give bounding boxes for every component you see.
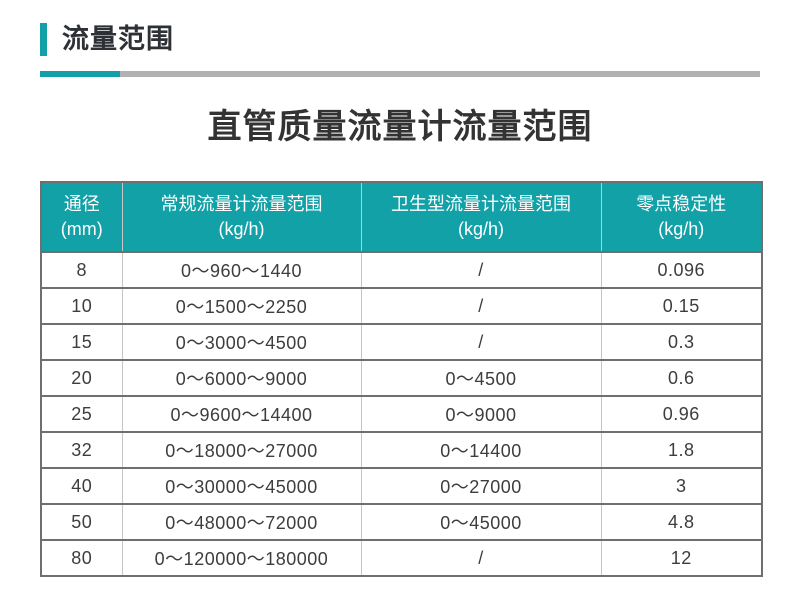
table-cell: 50	[40, 503, 123, 541]
table-cell: 32	[40, 431, 123, 469]
table-cell: 80	[40, 539, 123, 577]
table-cell: /	[360, 323, 602, 361]
table-cell: /	[360, 287, 602, 325]
table-header-row: 通径 (mm) 常规流量计流量范围 (kg/h) 卫生型流量计流量范围 (kg/h) 零点稳…	[40, 182, 763, 253]
table-cell: 0～9000	[360, 395, 602, 433]
flow-range-table: 通径 (mm) 常规流量计流量范围 (kg/h) 卫生型流量计流量范围 (kg/h) 零点稳…	[40, 181, 763, 577]
table-cell: 40	[40, 467, 123, 505]
table-cell: 0～9600～14400	[121, 395, 362, 433]
flow-table-body: 8 0～960～1440/0.096 10 0～1500～2250/0.15 15 0～3…	[40, 251, 763, 577]
table-cell: 0～1500～2250	[121, 287, 362, 325]
table-cell: 0.15	[600, 287, 763, 325]
table-cell: 20	[40, 359, 123, 397]
table-cell: 0～14400	[360, 431, 602, 469]
column-label: 零点稳定性	[636, 194, 727, 214]
accent-bar	[40, 22, 47, 56]
table-cell: 12	[600, 539, 763, 577]
table-cell: 0～27000	[360, 467, 602, 505]
divider	[40, 71, 760, 77]
table-cell: 0.096	[600, 251, 763, 289]
table-header-cell: 卫生型流量计流量范围 (kg/h)	[360, 182, 602, 253]
table-cell: 0～3000～4500	[121, 323, 362, 361]
column-unit: (mm)	[60, 219, 103, 239]
table-cell: 0～4500	[360, 359, 602, 397]
column-unit: (kg/h)	[658, 219, 705, 239]
table-cell: 0.96	[600, 395, 763, 433]
table-cell: 0.3	[600, 323, 763, 361]
divider-teal-segment	[40, 71, 120, 77]
page-title: 直管质量流量计流量范围	[207, 108, 593, 146]
table-row: 40 0～30000～45000 0～27000 3	[40, 467, 763, 505]
table-cell: 1.8	[600, 431, 763, 469]
table-row: 15 0～3000～4500/0.3	[40, 323, 763, 361]
divider-gray-segment	[120, 71, 760, 77]
section-header: 流量范围	[40, 22, 762, 56]
table-cell: 15	[40, 323, 123, 361]
column-unit: (kg/h)	[457, 219, 504, 239]
table-row: 8 0～960～1440/0.096	[40, 251, 763, 289]
table-row: 25 0～9600～14400 0～9000 0.96	[40, 395, 763, 433]
table-cell: 4.8	[600, 503, 763, 541]
section-title: 流量范围	[62, 23, 174, 54]
table-cell: 0～6000～9000	[121, 359, 362, 397]
table-header-cell: 零点稳定性 (kg/h)	[600, 182, 763, 253]
table-header-cell: 常规流量计流量范围 (kg/h)	[121, 182, 362, 253]
column-label: 卫生型流量计流量范围	[391, 194, 571, 214]
table-cell: /	[360, 539, 602, 577]
content-area: 流量范围 直管质量流量计流量范围 通径 (mm) 常规流量计流量范围 (kg/h) 卫生…	[40, 22, 763, 577]
table-cell: 8	[40, 251, 123, 289]
table-cell: 0～48000～72000	[121, 503, 362, 541]
column-label: 通径	[63, 194, 100, 214]
table-cell: 0～30000～45000	[121, 467, 362, 505]
table-cell: 10	[40, 287, 123, 325]
table-cell: 0～120000～180000	[121, 539, 362, 577]
table-cell: /	[360, 251, 602, 289]
table-cell: 0.6	[600, 359, 763, 397]
table-row: 80 0～120000～180000/12	[40, 539, 763, 577]
table-cell: 0～45000	[360, 503, 602, 541]
table-cell: 25	[40, 395, 123, 433]
table-row: 32 0～18000～27000 0～14400 1.8	[40, 431, 763, 469]
table-row: 10 0～1500～2250/0.15	[40, 287, 763, 325]
table-row: 20 0～6000～9000 0～4500 0.6	[40, 359, 763, 397]
table-cell: 3	[600, 467, 763, 505]
table-header-cell: 通径 (mm)	[40, 182, 123, 253]
table-head: 通径 (mm) 常规流量计流量范围 (kg/h) 卫生型流量计流量范围 (kg/h) 零点稳…	[40, 182, 763, 253]
column-unit: (kg/h)	[218, 219, 265, 239]
table-cell: 0～960～1440	[121, 251, 362, 289]
column-label: 常规流量计流量范围	[160, 194, 323, 214]
table-cell: 0～18000～27000	[121, 431, 362, 469]
table-row: 50 0～48000～72000 0～45000 4.8	[40, 503, 763, 541]
